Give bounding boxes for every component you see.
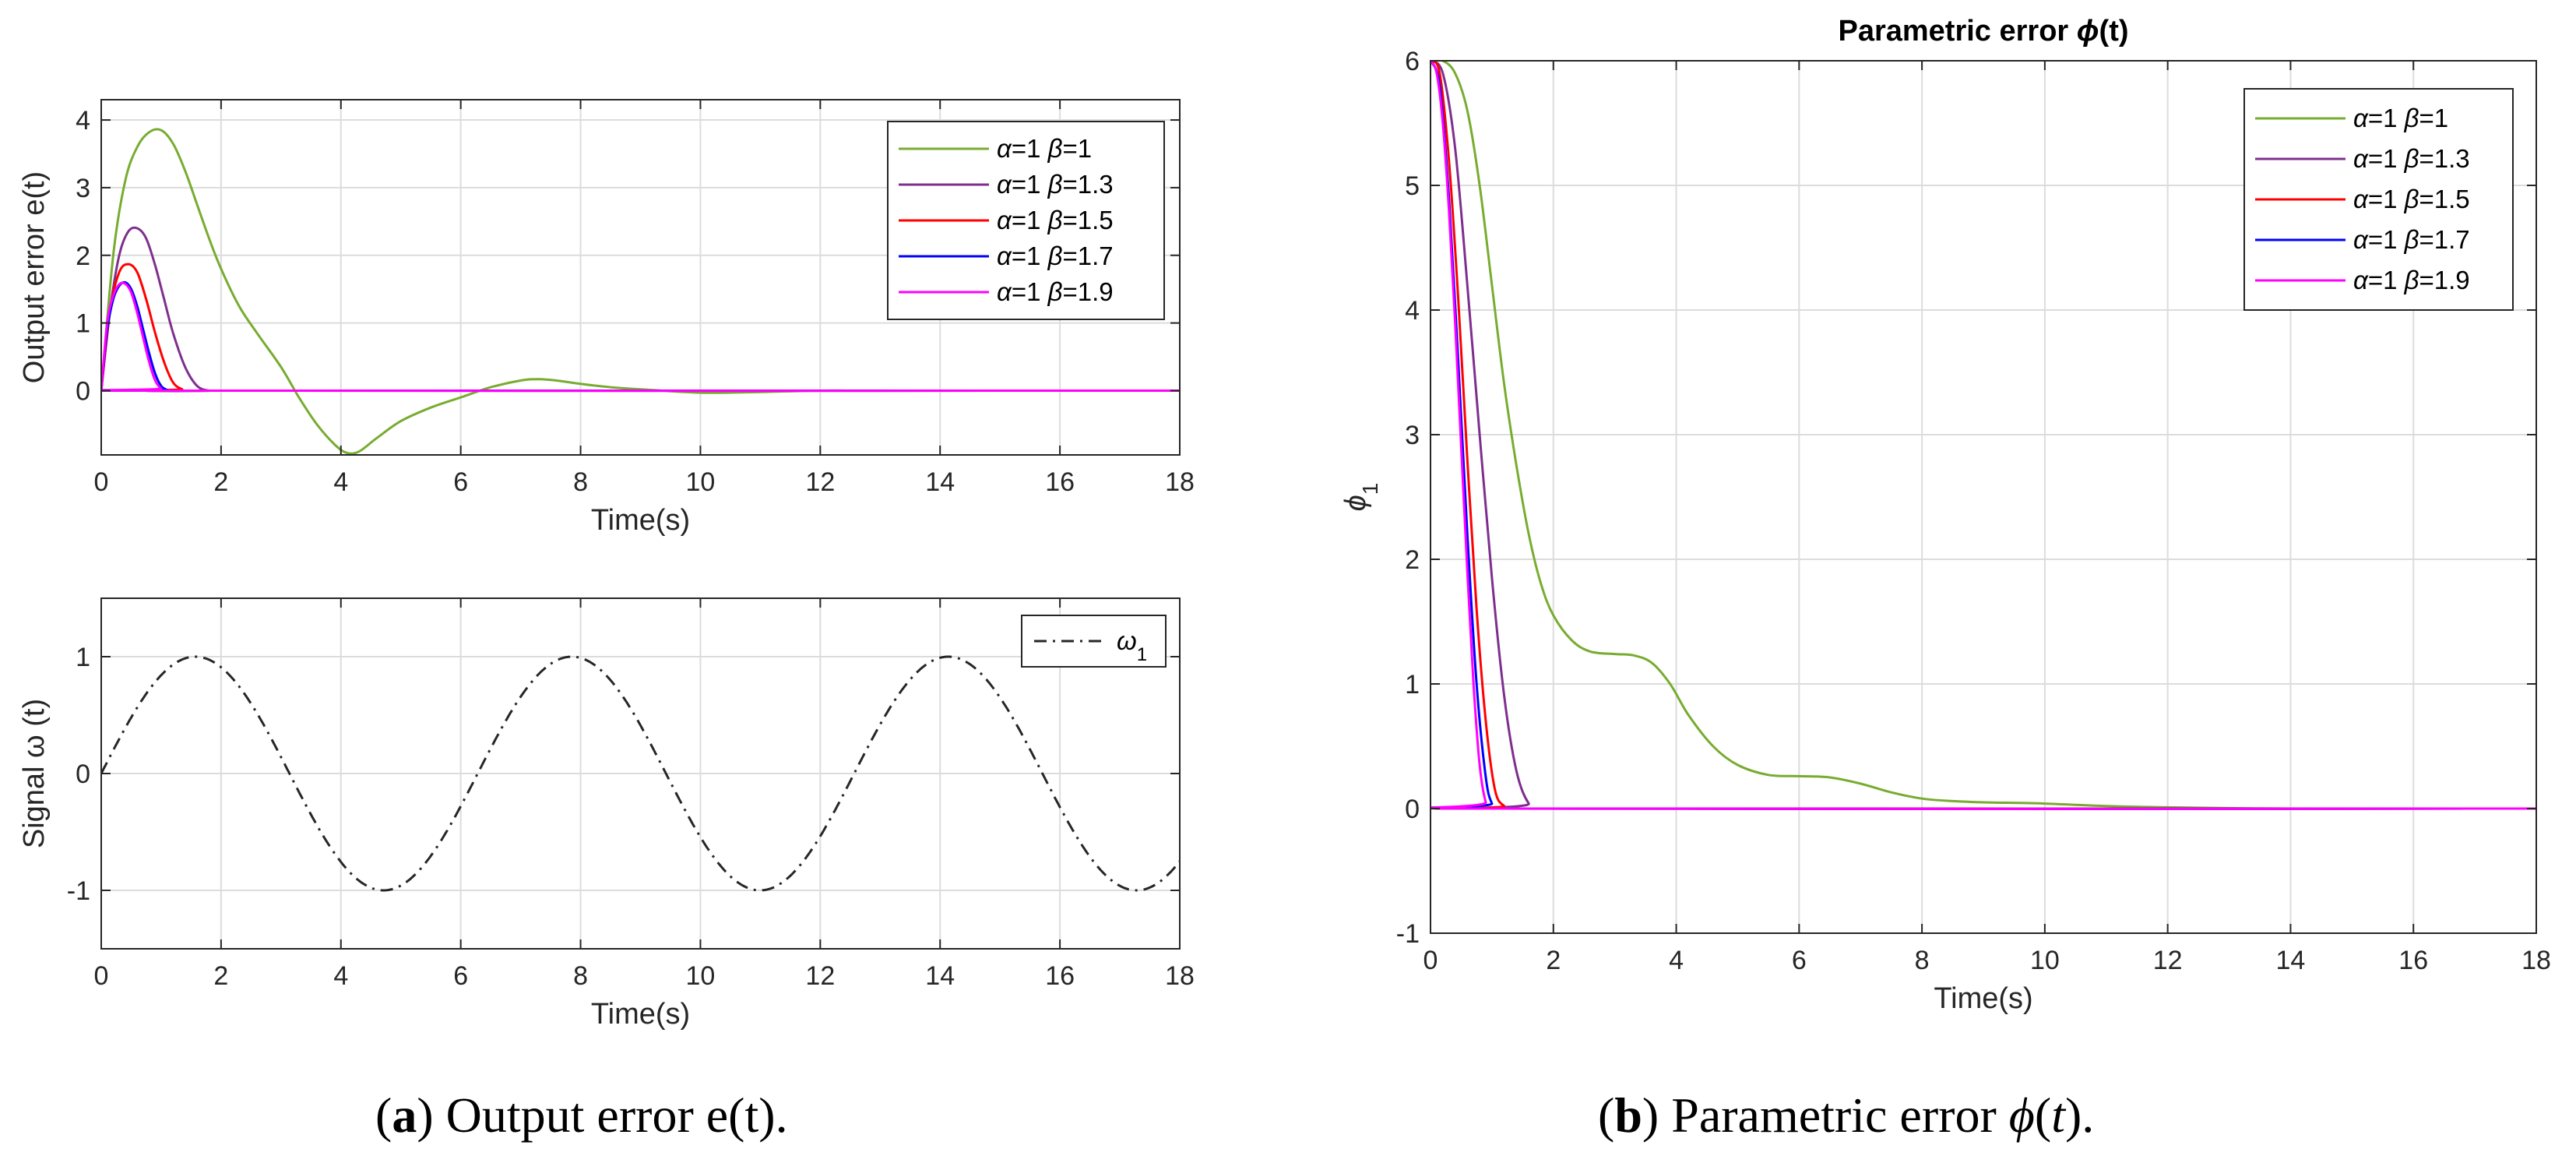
x-tick-label: 0 xyxy=(94,467,109,497)
y-axis-label: Signal ω (t) xyxy=(18,699,51,848)
legend: α=1 β=1 α=1 β=1.3 α=1 β=1.5 α=1 β=1.7 α=1 β=… xyxy=(887,121,1165,320)
y-tick-label: -1 xyxy=(1396,919,1420,949)
x-tick-label: 12 xyxy=(805,961,835,991)
legend: ω1 xyxy=(1021,615,1167,668)
y-tick-label: -1 xyxy=(67,876,90,906)
y-tick-label: 1 xyxy=(76,309,90,339)
legend-entry-2: α=1 β=1.5 xyxy=(997,206,1114,234)
caption-b-text: Parametric error xyxy=(1659,1087,2009,1143)
x-tick-label: 18 xyxy=(1165,961,1195,991)
x-tick-label: 12 xyxy=(805,467,835,497)
series-line-0 xyxy=(1431,61,2536,810)
y-tick-label: 3 xyxy=(76,174,90,203)
legend-entry-0: α=1 β=1 xyxy=(2353,104,2448,132)
y-tick-label: 4 xyxy=(76,106,90,136)
series-line-4 xyxy=(1431,61,2536,811)
legend-entry-1: α=1 β=1.3 xyxy=(2353,144,2470,173)
series-lines xyxy=(1431,61,2536,811)
x-tick-label: 4 xyxy=(333,961,348,991)
series-line-4 xyxy=(101,281,1180,393)
y-tick-label: 0 xyxy=(76,376,90,406)
x-tick-label: 10 xyxy=(686,961,716,991)
x-tick-label: 14 xyxy=(2276,946,2306,975)
x-tick-label: 8 xyxy=(1915,946,1930,975)
legend-entry-3: α=1 β=1.7 xyxy=(2353,225,2470,254)
series-line-0 xyxy=(101,655,1180,892)
y-tick-label: 5 xyxy=(1405,171,1420,201)
legend-entry-3: α=1 β=1.7 xyxy=(997,241,1114,270)
legend-entry-4: α=1 β=1.9 xyxy=(997,277,1114,306)
y-tick-label: 2 xyxy=(76,241,90,271)
y-tick-label: 1 xyxy=(1405,670,1420,700)
y-axis-label: Output error e(t) xyxy=(18,171,51,383)
x-axis-label: Time(s) xyxy=(1934,982,2032,1015)
x-tick-label: 2 xyxy=(213,961,228,991)
x-tick-label: 18 xyxy=(1165,467,1195,497)
x-tick-label: 8 xyxy=(573,961,588,991)
x-axis-label: Time(s) xyxy=(591,504,690,537)
x-tick-label: 0 xyxy=(1423,946,1438,975)
x-tick-label: 10 xyxy=(686,467,716,497)
y-tick-label: 0 xyxy=(76,759,90,789)
x-tick-label: 14 xyxy=(925,961,955,991)
y-tick-label: 2 xyxy=(1405,545,1420,575)
caption-b-symbol: ϕ xyxy=(2008,1087,2035,1143)
x-tick-label: 0 xyxy=(94,961,109,991)
y-tick-label: 1 xyxy=(76,643,90,672)
grid xyxy=(101,598,1180,949)
y-tick-label: 0 xyxy=(1405,795,1420,824)
x-tick-label: 16 xyxy=(2398,946,2428,975)
caption-b-t: t xyxy=(2051,1087,2065,1143)
x-tick-label: 16 xyxy=(1045,961,1075,991)
x-tick-label: 6 xyxy=(453,467,468,497)
y-tick-label: 4 xyxy=(1405,296,1420,326)
legend-entry-0: ω1 xyxy=(1117,626,1147,665)
legend-entry-1: α=1 β=1.3 xyxy=(997,170,1114,199)
caption-a-letter: a xyxy=(392,1087,417,1143)
ticks: 0 2 4 6 8 10 12 14 16 18 -1 0 1 xyxy=(67,598,1195,991)
x-tick-label: 2 xyxy=(213,467,228,497)
signal-omega-plot: 0 2 4 6 8 10 12 14 16 18 -1 0 1 Time(s) Signal ω (t) ω1 xyxy=(18,597,1195,1031)
caption-b-letter: b xyxy=(1614,1087,1642,1143)
series-line-0 xyxy=(101,128,1180,455)
caption-a: (a) Output error e(t). xyxy=(375,1087,788,1143)
y-tick-label: 3 xyxy=(1405,421,1420,450)
series-lines xyxy=(101,655,1180,892)
axes-box xyxy=(1430,60,2537,934)
caption-b: (b) Parametric error ϕ(t). xyxy=(1598,1087,2095,1143)
legend-entry-2: α=1 β=1.5 xyxy=(2353,185,2470,213)
x-tick-label: 10 xyxy=(2030,946,2060,975)
legend-entry-0: α=1 β=1 xyxy=(997,134,1092,163)
x-tick-label: 6 xyxy=(453,961,468,991)
legend-entry-4: α=1 β=1.9 xyxy=(2353,266,2470,294)
y-axis-label: ϕ1 xyxy=(1339,483,1382,512)
x-tick-label: 6 xyxy=(1792,946,1807,975)
parametric-error-plot: 0 2 4 6 8 10 12 14 16 18-10123456Time(s)ϕ1Paramet… xyxy=(1339,15,2551,1015)
axes-box xyxy=(100,99,1181,456)
caption-a-text: Output error e(t). xyxy=(433,1087,788,1143)
x-axis-label: Time(s) xyxy=(591,998,690,1031)
x-tick-label: 2 xyxy=(1546,946,1561,975)
series-lines xyxy=(101,128,1180,455)
y-tick-label: 6 xyxy=(1405,47,1420,76)
x-tick-label: 8 xyxy=(573,467,588,497)
x-tick-label: 4 xyxy=(333,467,348,497)
x-tick-label: 12 xyxy=(2153,946,2183,975)
legend: α=1 β=1 α=1 β=1.3 α=1 β=1.5 α=1 β=1.7 α=1 β=… xyxy=(2243,88,2514,311)
chart-title: Parametric error ϕ(t) xyxy=(1838,15,2128,48)
x-tick-label: 16 xyxy=(1045,467,1075,497)
x-tick-label: 18 xyxy=(2521,946,2551,975)
x-tick-label: 14 xyxy=(925,467,955,497)
x-tick-label: 4 xyxy=(1669,946,1684,975)
